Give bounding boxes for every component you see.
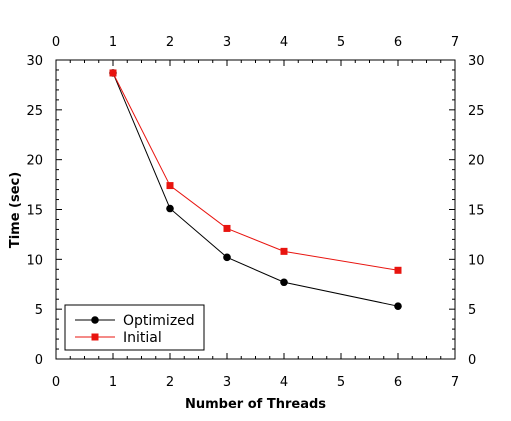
series-layer [109, 69, 402, 310]
y-tick-label: 10 [26, 253, 43, 268]
x-tick-label: 0 [52, 375, 60, 390]
legend-box [64, 304, 205, 351]
data-point-optimized [166, 204, 174, 213]
x-tick-label: 2 [166, 375, 174, 390]
x-tick-label: 7 [451, 375, 459, 390]
x-top-tick-label: 0 [52, 35, 60, 50]
data-point-optimized [223, 253, 231, 262]
y-axis-label: Time (sec) [8, 172, 23, 248]
data-point-optimized [280, 278, 288, 287]
y-right-tick-label: 0 [468, 353, 476, 368]
legend-label-initial: Initial [123, 330, 162, 346]
x-tick-label: 3 [223, 375, 231, 390]
x-tick-label: 4 [280, 375, 288, 390]
x-tick-label: 1 [109, 375, 117, 390]
x-top-tick-label: 5 [337, 35, 345, 50]
x-top-tick-label: 1 [109, 35, 117, 50]
data-point-initial [394, 266, 402, 274]
data-point-initial [223, 224, 231, 232]
legend-optimized-marker [91, 316, 99, 324]
x-top-tick-label: 7 [451, 35, 459, 50]
y-tick-label: 20 [26, 154, 43, 169]
y-tick-label: 25 [26, 104, 43, 119]
y-tick-label: 5 [35, 303, 43, 318]
x-top-tick-label: 6 [394, 35, 402, 50]
y-right-tick-label: 20 [468, 154, 485, 169]
y-right-tick-label: 15 [468, 204, 485, 219]
x-top-tick-label: 2 [166, 35, 174, 50]
x-top-tick-label: 3 [223, 35, 231, 50]
legend-label-optimized: Optimized [123, 313, 195, 329]
axis-ticks [55, 59, 456, 360]
y-tick-label: 0 [35, 353, 43, 368]
y-right-tick-label: 10 [468, 253, 485, 268]
data-point-initial [166, 182, 174, 190]
x-tick-label: 6 [394, 375, 402, 390]
data-point-initial [280, 247, 288, 255]
data-point-initial [109, 69, 117, 77]
y-right-tick-label: 30 [468, 54, 485, 69]
x-tick-label: 5 [337, 375, 345, 390]
y-tick-label: 15 [26, 204, 43, 219]
y-right-tick-label: 5 [468, 303, 476, 318]
legend: Optimized Initial [64, 304, 205, 351]
legend-initial-marker [91, 333, 99, 341]
y-right-tick-label: 25 [468, 104, 485, 119]
x-axis-label: Number of Threads [185, 397, 326, 412]
data-point-optimized [394, 302, 402, 310]
y-tick-label: 30 [26, 54, 43, 69]
x-top-tick-label: 4 [280, 35, 288, 50]
